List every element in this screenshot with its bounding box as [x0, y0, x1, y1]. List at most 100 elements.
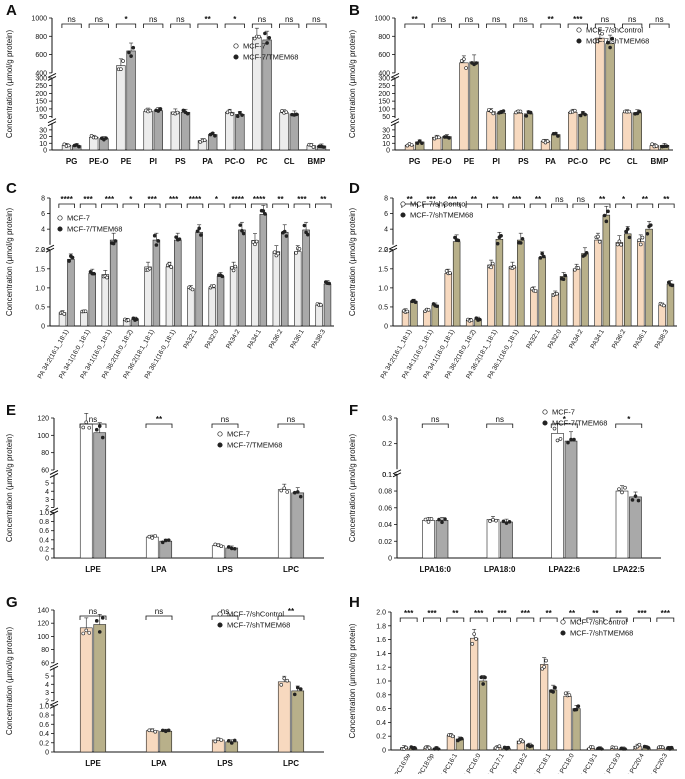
bar-e-s0 [145, 536, 159, 559]
data-point [100, 616, 105, 620]
bar-e-s1 [93, 432, 107, 559]
data-point [231, 268, 236, 273]
significance-label: *** [497, 609, 507, 618]
y-axis-label: Concentration (μmol/g protein) [348, 30, 357, 139]
y-tick-label: 2 [45, 698, 49, 705]
y-tick-label: 0.2 [376, 734, 386, 741]
significance-bracket [306, 23, 327, 28]
data-point [232, 738, 237, 743]
significance-label: ns [287, 415, 295, 424]
data-point [150, 536, 155, 540]
data-point [216, 737, 221, 742]
data-point [169, 265, 173, 269]
data-point [253, 242, 257, 247]
axis-break-mark [390, 72, 400, 78]
legend-marker [560, 619, 566, 625]
legend-label: MCF-7/TMEM68 [67, 225, 122, 234]
y-tick-label: 2.0 [35, 247, 45, 254]
y-tick-label: 0.08 [378, 489, 392, 496]
legend-label: MCF-7/shControl [410, 200, 467, 209]
significance-bracket [486, 423, 514, 428]
axis-break-mark [388, 247, 398, 253]
legend-label: MCF-7/TMEM68 [552, 419, 607, 428]
bar-h-s1 [572, 708, 581, 751]
significance-label: *** [105, 195, 115, 204]
y-tick-label: 800 [35, 34, 47, 41]
data-point [185, 111, 190, 116]
data-point [453, 235, 457, 240]
significance-label: ns [601, 15, 609, 24]
data-point [606, 40, 610, 45]
data-point [627, 109, 632, 114]
y-tick-label: 0.8 [376, 692, 386, 699]
y-tick-label: 2.0 [376, 610, 386, 617]
data-point [119, 67, 123, 71]
data-point [113, 239, 118, 243]
x-tick-label: PA36:2 [611, 328, 628, 350]
panel-letter-a: A [6, 2, 17, 19]
data-point [448, 271, 452, 275]
data-point [67, 259, 71, 263]
y-tick-label: 1.0 [39, 703, 49, 710]
bar-c-s0 [208, 287, 216, 327]
significance-label: * [129, 195, 133, 204]
y-tick-label: 0 [41, 324, 45, 331]
y-axis-label: Concentration (μmol/mg protein) [348, 623, 357, 738]
x-tick-label: LPC [283, 759, 299, 768]
data-point [160, 728, 165, 733]
data-point [292, 692, 297, 697]
data-point [280, 109, 284, 113]
axis-break-mark [47, 121, 57, 127]
significance-bracket [143, 23, 164, 28]
data-point [512, 264, 516, 269]
x-tick-label: LPC18:1 [534, 752, 553, 774]
data-point [542, 665, 546, 669]
data-point [627, 235, 632, 240]
y-tick-label: 0.2 [382, 441, 392, 448]
data-point [175, 110, 180, 115]
bar-c-s1 [174, 239, 182, 327]
data-point [574, 707, 579, 712]
data-point [624, 229, 628, 234]
significance-label: ns [89, 415, 97, 424]
bar-h-s0 [470, 637, 479, 751]
significance-label: *** [426, 195, 436, 204]
significance-bracket [458, 23, 480, 28]
x-tick-label: PA32:0 [547, 328, 564, 350]
y-tick-label: 10 [39, 141, 47, 148]
y-tick-label: 4 [45, 489, 49, 496]
data-point [506, 745, 511, 750]
data-point [654, 144, 659, 148]
x-tick-label: PC [256, 157, 267, 166]
data-point [285, 678, 290, 683]
data-point [282, 486, 287, 491]
legend-marker [576, 38, 582, 44]
legend-label: MCF-7/shControl [227, 610, 284, 619]
data-point [232, 546, 237, 551]
panel-g: G 0 0.2 0.4 0.6 0.8 1.0 2 3 4 5 60 80 100 120 140 Conce… [0, 592, 342, 774]
bar-b-s1 [469, 61, 479, 151]
y-tick-label: 250 [35, 83, 47, 90]
data-point [238, 223, 243, 227]
y-tick-label: 100 [35, 106, 47, 113]
data-point [81, 425, 86, 430]
y-tick-label: 1.0 [39, 510, 49, 517]
data-point [426, 308, 431, 312]
data-point [528, 110, 533, 115]
data-point [213, 133, 217, 138]
significance-label: ns [258, 15, 266, 24]
bar-f-s0 [486, 519, 500, 559]
data-point [637, 238, 641, 243]
data-point [584, 250, 589, 255]
y-tick-label: 0.02 [378, 539, 392, 546]
significance-label: ** [492, 195, 499, 204]
legend-label: MCF-7/shControl [570, 618, 627, 627]
bar-c-s0 [187, 288, 195, 327]
data-point [147, 534, 152, 539]
data-point [555, 291, 559, 296]
significance-bracket [431, 23, 452, 28]
bar-g-s1 [291, 690, 305, 753]
data-point [97, 424, 102, 428]
x-tick-label: PA32:1 [525, 328, 542, 350]
